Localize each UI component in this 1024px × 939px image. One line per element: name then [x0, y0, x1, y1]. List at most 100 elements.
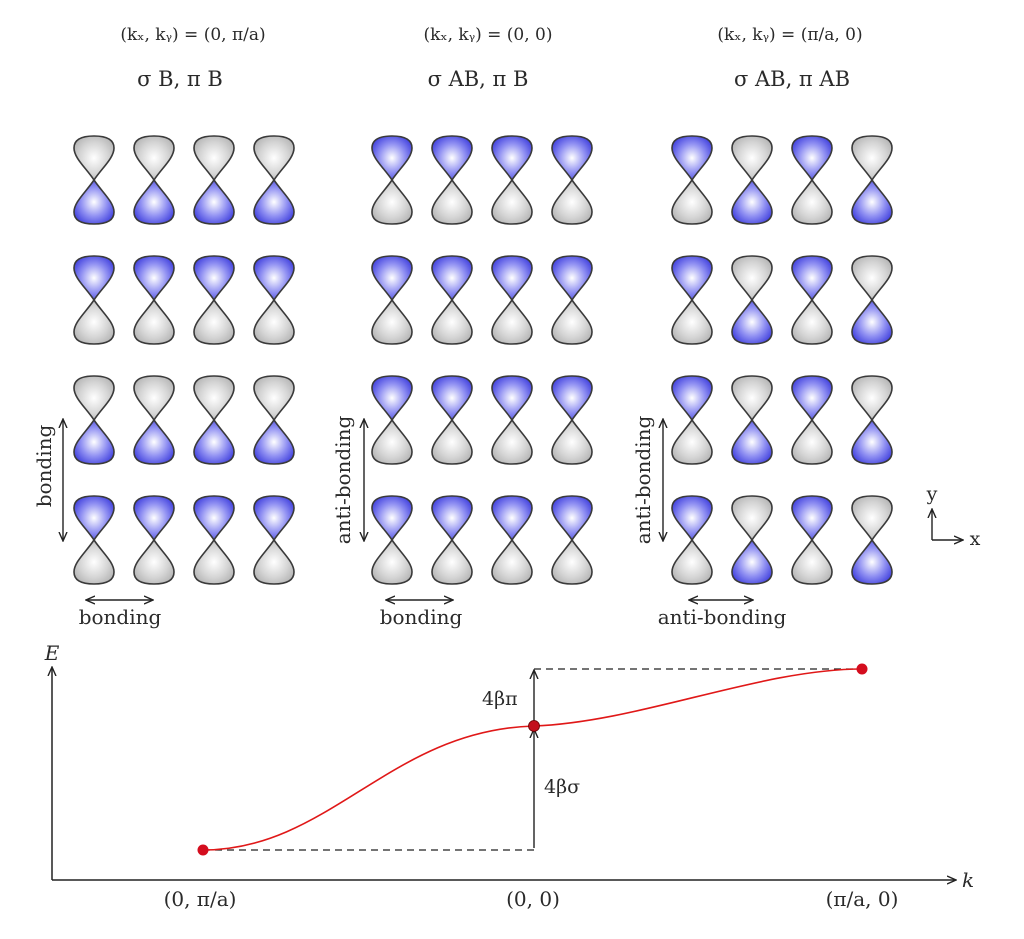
energy-plot: E k (0, π/a) (0, 0) (π/a, 0) 4βσ 4βπ — [44, 641, 974, 911]
p-orbital — [431, 255, 473, 345]
p-orbital — [551, 495, 593, 585]
negative-lobe — [491, 538, 533, 585]
negative-lobe — [491, 418, 533, 465]
positive-lobe — [371, 375, 413, 422]
energy-axis-label: E — [44, 641, 60, 665]
positive-lobe — [791, 375, 833, 422]
negative-lobe — [371, 418, 413, 465]
positive-lobe — [671, 135, 713, 182]
p-orbital — [431, 135, 473, 225]
p-orbital — [73, 495, 115, 585]
negative-lobe — [731, 255, 773, 302]
negative-lobe — [133, 135, 175, 182]
p-orbital — [851, 255, 893, 345]
positive-lobe — [431, 255, 473, 302]
p-orbital — [851, 495, 893, 585]
negative-lobe — [671, 538, 713, 585]
k-label: (kₓ, kᵧ) = (0, 0) — [423, 25, 552, 45]
negative-lobe — [491, 178, 533, 225]
negative-lobe — [671, 298, 713, 345]
p-orbital — [491, 495, 533, 585]
p-orbital — [671, 135, 713, 225]
p-orbital — [791, 135, 833, 225]
p-orbital — [73, 135, 115, 225]
vertical-relation-label: bonding — [32, 425, 56, 508]
positive-lobe — [491, 495, 533, 542]
p-orbital — [431, 495, 473, 585]
p-orbital — [193, 255, 235, 345]
negative-lobe — [731, 495, 773, 542]
negative-lobe — [193, 538, 235, 585]
negative-lobe — [193, 375, 235, 422]
positive-lobe — [551, 255, 593, 302]
p-orbital — [73, 255, 115, 345]
p-orbital — [253, 135, 295, 225]
p-orbital — [133, 135, 175, 225]
negative-lobe — [851, 495, 893, 542]
negative-lobe — [253, 375, 295, 422]
positive-lobe — [671, 495, 713, 542]
positive-lobe — [73, 418, 115, 465]
positive-lobe — [851, 418, 893, 465]
negative-lobe — [371, 298, 413, 345]
negative-lobe — [491, 298, 533, 345]
pi-gap-label: 4βπ — [482, 688, 518, 710]
positive-lobe — [791, 255, 833, 302]
positive-lobe — [193, 255, 235, 302]
positive-lobe — [133, 495, 175, 542]
p-orbital — [371, 375, 413, 465]
positive-lobe — [851, 298, 893, 345]
sigma-gap-label: 4βσ — [544, 776, 580, 798]
negative-lobe — [133, 375, 175, 422]
negative-lobe — [671, 418, 713, 465]
p-orbital — [791, 495, 833, 585]
p-orbital — [731, 135, 773, 225]
positive-lobe — [491, 255, 533, 302]
p-orbital — [671, 375, 713, 465]
p-orbital — [193, 495, 235, 585]
positive-lobe — [671, 255, 713, 302]
tick-label-0-pi-a: (0, π/a) — [164, 887, 237, 911]
negative-lobe — [551, 178, 593, 225]
negative-lobe — [371, 178, 413, 225]
positive-lobe — [371, 135, 413, 182]
panel-sigma-b-pi-b: (kₓ, kᵧ) = (0, π/a) σ B, π B bonding bon… — [32, 25, 295, 629]
positive-lobe — [73, 255, 115, 302]
positive-lobe — [491, 375, 533, 422]
negative-lobe — [73, 135, 115, 182]
p-orbital — [551, 255, 593, 345]
negative-lobe — [551, 538, 593, 585]
positive-lobe — [133, 418, 175, 465]
positive-lobe — [133, 255, 175, 302]
positive-lobe — [73, 178, 115, 225]
x-label: x — [970, 528, 981, 550]
negative-lobe — [731, 135, 773, 182]
p-orbital — [431, 375, 473, 465]
positive-lobe — [253, 418, 295, 465]
positive-lobe — [431, 495, 473, 542]
p-orbital — [133, 495, 175, 585]
positive-lobe — [253, 178, 295, 225]
p-orbital — [551, 135, 593, 225]
negative-lobe — [371, 538, 413, 585]
p-orbital — [671, 495, 713, 585]
negative-lobe — [431, 298, 473, 345]
negative-lobe — [253, 538, 295, 585]
vertical-relation-label: anti-bonding — [631, 416, 655, 545]
positive-lobe — [731, 178, 773, 225]
panel-sigma-ab-pi-b: (kₓ, kᵧ) = (0, 0) σ AB, π B anti-bonding… — [331, 25, 593, 629]
negative-lobe — [791, 298, 833, 345]
panel-title: σ B, π B — [137, 67, 223, 91]
positive-lobe — [133, 178, 175, 225]
p-orbital — [253, 375, 295, 465]
positive-lobe — [371, 255, 413, 302]
k-axis-label: k — [962, 868, 974, 892]
positive-lobe — [731, 538, 773, 585]
k-label: (kₓ, kᵧ) = (0, π/a) — [120, 25, 265, 45]
horizontal-relation-label: bonding — [380, 605, 463, 629]
p-orbital — [851, 135, 893, 225]
positive-lobe — [491, 135, 533, 182]
p-orbital — [193, 135, 235, 225]
p-orbital — [731, 495, 773, 585]
